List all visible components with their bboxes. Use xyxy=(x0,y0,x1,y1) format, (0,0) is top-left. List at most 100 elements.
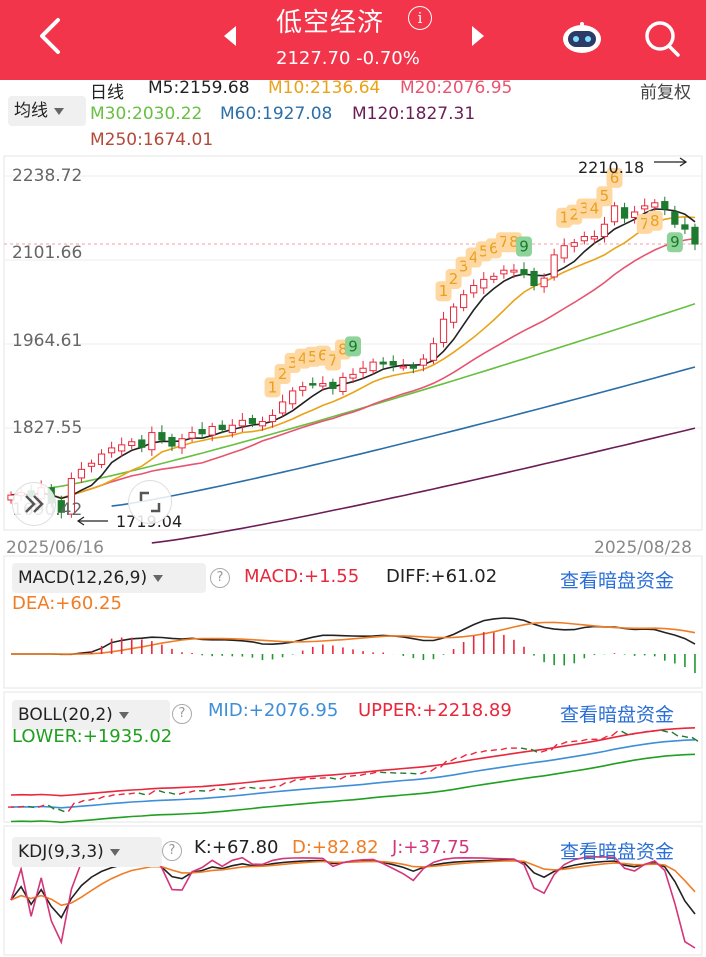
td-label: 4 xyxy=(469,249,479,267)
candle xyxy=(349,373,357,379)
boll-mid-line xyxy=(10,739,696,809)
info-icon[interactable]: i xyxy=(408,6,432,30)
boll-price-bar xyxy=(18,805,25,808)
candle xyxy=(319,383,327,387)
y-tick: 2238.72 xyxy=(12,166,83,186)
adjust-mode[interactable]: 前复权 xyxy=(640,83,691,103)
dark-pool-link[interactable]: 查看暗盘资金 xyxy=(560,570,675,592)
panel-frame xyxy=(3,155,703,531)
boll-price-bar xyxy=(229,788,236,791)
boll-price-bar xyxy=(480,749,487,753)
kdj-selector[interactable]: KDJ(9,3,3) xyxy=(12,837,162,867)
td-label: 1 xyxy=(439,282,449,300)
boll-upper-line xyxy=(10,727,696,797)
top-bar: 低空经济 i 2127.70 -0.70% xyxy=(0,0,706,80)
kdj-selector-label: KDJ(9,3,3) xyxy=(18,842,104,862)
candle xyxy=(620,207,629,219)
kdj-k-value: K:+67.80 xyxy=(194,837,279,858)
candle xyxy=(470,285,478,294)
candle xyxy=(520,269,528,275)
candle xyxy=(449,306,458,323)
help-icon[interactable]: ? xyxy=(162,841,182,861)
boll-price-bar xyxy=(289,779,296,784)
boll-price-bar xyxy=(450,757,457,762)
date-start: 2025/06/16 xyxy=(6,538,104,558)
td-label: 3 xyxy=(459,258,469,276)
candle xyxy=(268,414,277,423)
candle xyxy=(228,424,236,434)
macd-selector[interactable]: MACD(12,26,9) xyxy=(12,563,206,593)
date-end: 2025/08/28 xyxy=(594,538,692,558)
y-tick: 2101.66 xyxy=(12,243,83,263)
ma30-value: M30:2030.22 xyxy=(90,104,203,124)
boll-price-bar xyxy=(58,808,65,813)
boll-mid-value: MID:+2076.95 xyxy=(208,700,339,721)
candle xyxy=(218,424,226,431)
candle xyxy=(87,462,96,467)
td-label: 5 xyxy=(600,187,610,205)
td-label-bg xyxy=(515,236,532,257)
ma250-value: M250:1674.01 xyxy=(90,130,214,150)
candle xyxy=(419,358,428,366)
dropdown-arrow-icon xyxy=(153,574,164,582)
boll-price-bar xyxy=(158,790,166,794)
candle xyxy=(57,500,65,513)
candle xyxy=(560,245,568,259)
help-icon[interactable]: ? xyxy=(210,568,230,588)
boll-price-bar xyxy=(148,790,156,796)
candle xyxy=(580,235,588,242)
boll-price-bar xyxy=(671,731,679,737)
robot-assistant-icon[interactable] xyxy=(560,22,604,54)
candle xyxy=(409,365,417,369)
boll-price-bar xyxy=(560,741,568,745)
dea-value: DEA:+60.25 xyxy=(12,593,122,614)
boll-price-bar xyxy=(550,743,558,751)
candle xyxy=(128,441,136,446)
candle xyxy=(329,381,337,389)
td-label-bg xyxy=(606,167,623,188)
candle xyxy=(570,242,578,247)
td-label-bg xyxy=(666,232,683,253)
panel-frame xyxy=(3,691,703,823)
help-icon[interactable]: ? xyxy=(172,704,192,724)
candle xyxy=(278,401,287,414)
candle xyxy=(148,432,156,451)
ma20-value: M20:2076.95 xyxy=(400,78,513,98)
period-label: 日线 xyxy=(90,83,124,103)
stock-title: 低空经济 xyxy=(276,8,385,38)
candle xyxy=(681,224,689,230)
candle xyxy=(399,365,407,369)
y-tick: 1827.55 xyxy=(12,418,83,438)
boll-price-bar xyxy=(691,736,699,742)
search-icon[interactable] xyxy=(642,18,682,58)
ma10-line xyxy=(10,215,696,499)
td-label: 4 xyxy=(590,199,600,217)
expand-left-button[interactable] xyxy=(12,482,56,526)
candle xyxy=(158,432,166,441)
dark-pool-link[interactable]: 查看暗盘资金 xyxy=(560,704,675,726)
boll-price-bar xyxy=(430,766,437,772)
macd-diff-line xyxy=(11,617,696,656)
dark-pool-link[interactable]: 查看暗盘资金 xyxy=(560,841,675,863)
candle xyxy=(631,211,639,218)
boll-lower-line xyxy=(10,753,696,824)
td-label: 2 xyxy=(278,365,288,383)
boll-price-bar xyxy=(249,786,256,789)
boll-selector[interactable]: BOLL(20,2) xyxy=(12,700,170,730)
td-label: 9 xyxy=(519,237,529,255)
td-label-bg xyxy=(596,186,613,207)
next-stock-icon[interactable] xyxy=(470,24,486,54)
boll-price-bar xyxy=(349,774,357,777)
fullscreen-button[interactable] xyxy=(128,480,172,524)
prev-stock-icon[interactable] xyxy=(222,24,238,54)
boll-price-bar xyxy=(37,804,45,809)
ma-selector[interactable]: 均线 xyxy=(8,96,86,126)
td-label: 8 xyxy=(650,212,660,230)
candle xyxy=(289,390,297,405)
candle xyxy=(299,386,307,391)
ma60-value: M60:1927.08 xyxy=(220,104,333,124)
back-icon[interactable] xyxy=(32,16,72,56)
td-label: 1 xyxy=(559,209,569,227)
boll-price-bar xyxy=(530,748,538,753)
